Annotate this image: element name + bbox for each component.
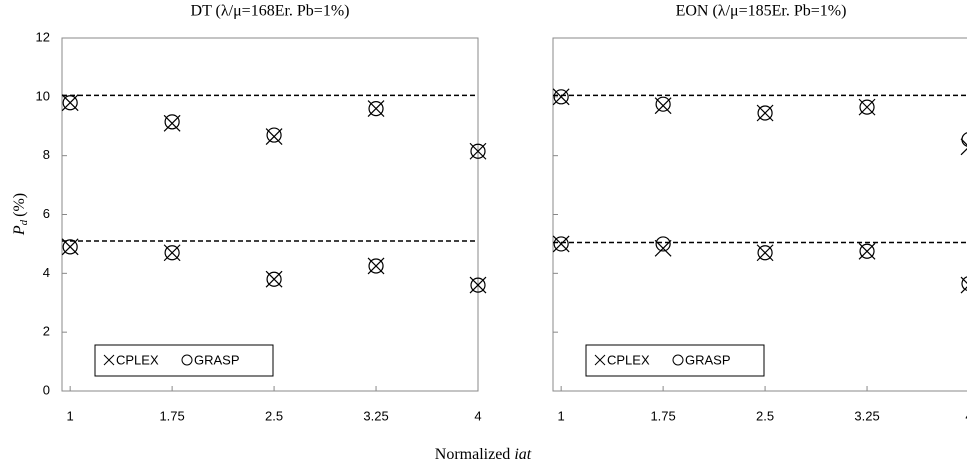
y-tick-label: 2 [43,324,50,339]
y-tick-label: 10 [36,88,50,103]
cross-marker [858,242,876,260]
x-tick-label: 4 [965,408,967,423]
legend-symbol [594,354,606,366]
chart-title: EON (λ/μ=185Er. Pb=1%) [676,3,847,20]
circle-marker [757,105,773,121]
legend-symbol [181,354,193,366]
circle-marker [961,132,967,147]
cross-marker [756,104,774,122]
cross-marker [61,94,79,112]
x-tick-label: 1.75 [159,408,184,423]
x-tick-label: 3.25 [363,408,388,423]
x-label-text: Normalized [435,446,511,463]
legend-box [94,344,274,377]
legend-label: CPLEX [607,352,650,367]
circle-marker [368,258,384,274]
x-axis-label: Normalized iat [435,446,532,463]
x-tick-label: 3.25 [854,408,879,423]
x-tick-label: 1.75 [650,408,675,423]
circle-marker [62,95,78,111]
circle-marker [655,96,671,112]
y-tick-label: 6 [43,206,50,221]
y-tick-label: 4 [43,265,50,280]
y-axis-label: Pd (%) [11,193,30,236]
cross-marker [552,235,570,253]
cross-marker [858,98,876,116]
circle-marker [266,271,282,287]
legend-symbol [103,354,115,366]
circle-marker [553,89,569,105]
plot-frame [61,37,479,392]
circle-marker [164,245,180,261]
plot-frame [552,37,967,392]
cross-marker [163,244,181,262]
circle-marker [470,143,486,159]
circle-marker [62,239,78,255]
legend-label: CPLEX [116,352,159,367]
legend-label: GRASP [685,352,731,367]
x-label-var: iat [514,446,531,463]
cross-marker [265,270,283,288]
cross-marker [654,239,672,257]
cross-marker [960,138,967,156]
circle-marker [655,236,671,252]
circle-marker [266,127,282,143]
x-tick-label: 1 [67,408,74,423]
legend-box [585,344,765,377]
circle-marker [961,276,967,291]
y-tick-label: 8 [43,147,50,162]
legend-label: GRASP [194,352,240,367]
circle-marker [757,245,773,261]
y-label-unit: (%) [11,193,28,217]
chart-title: DT (λ/μ=168Er. Pb=1%) [191,3,350,20]
circle-marker [368,100,384,117]
x-tick-label: 2.5 [265,408,283,423]
circle-marker [859,99,875,115]
y-tick-label: 0 [43,382,50,397]
cross-marker [367,257,385,275]
circle-marker [553,236,569,252]
circle-marker [859,243,875,259]
cross-marker [756,244,774,262]
y-tick-label: 12 [36,29,50,44]
circle-marker [470,277,486,293]
legend-symbol [672,354,684,366]
y-label-symbol: P [11,225,28,236]
y-label-subscript: d [18,219,30,225]
x-tick-label: 2.5 [756,408,774,423]
circle-marker [164,114,180,130]
x-tick-label: 4 [474,408,481,423]
x-tick-label: 1 [558,408,565,423]
cross-marker [367,100,385,118]
